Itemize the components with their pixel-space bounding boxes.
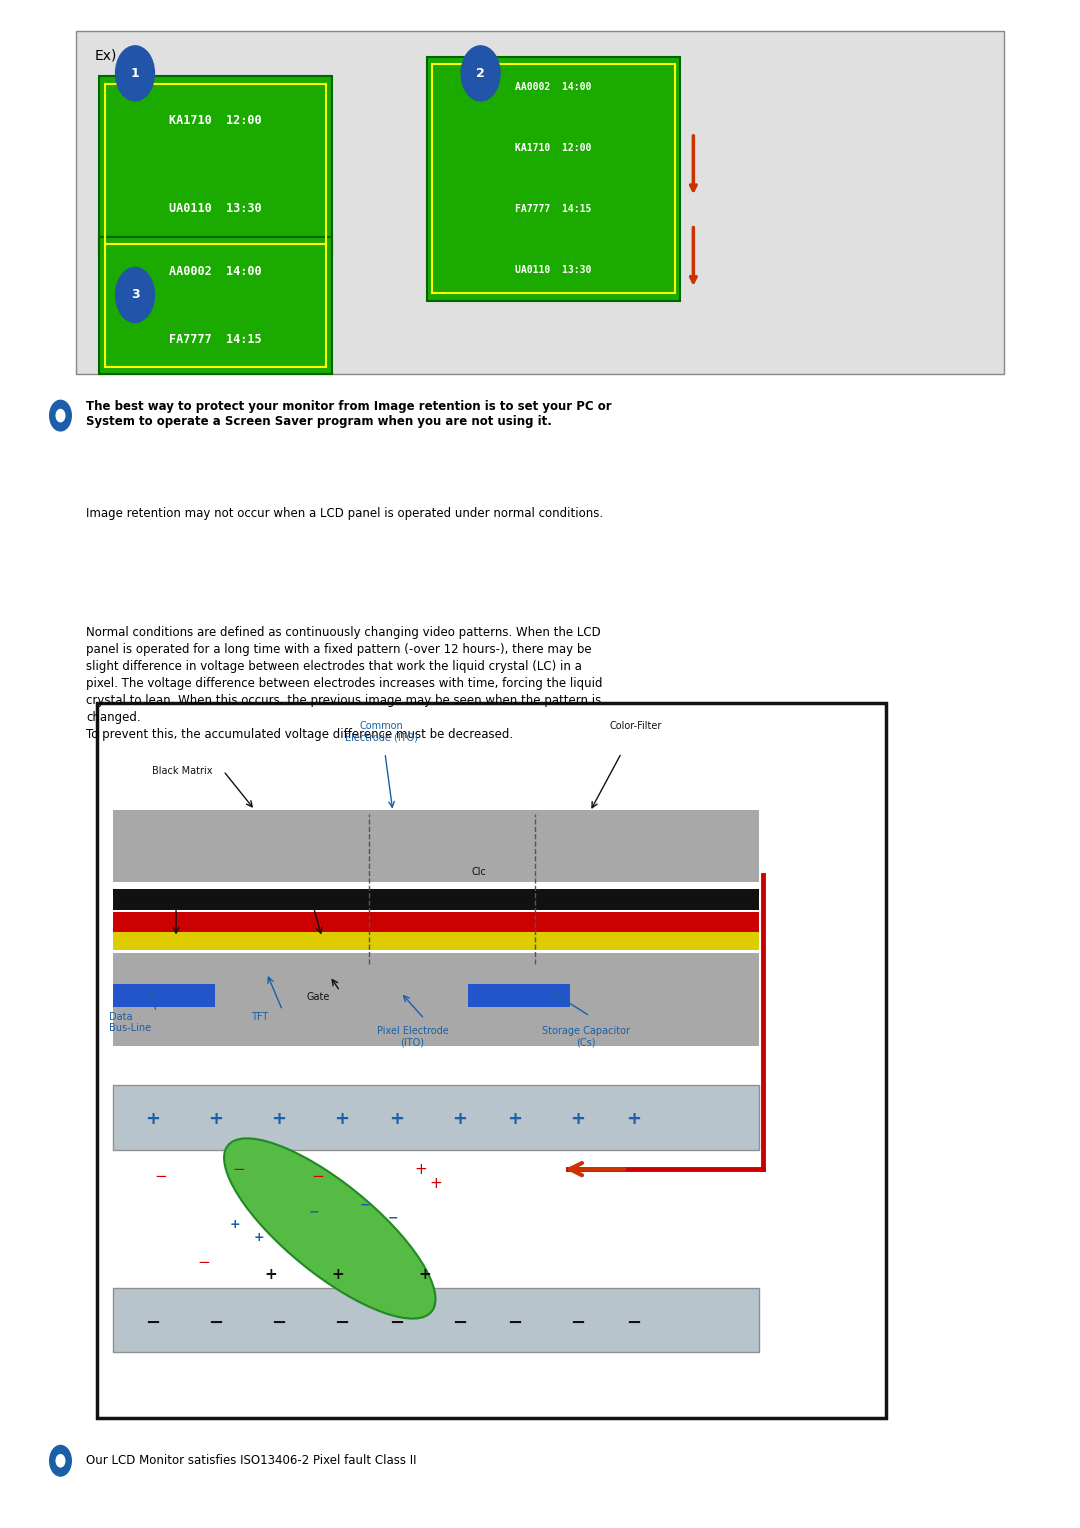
Text: +: + (453, 1109, 468, 1128)
Circle shape (50, 1445, 71, 1476)
Text: The best way to protect your monitor from Image retention is to set your PC or
S: The best way to protect your monitor fro… (86, 400, 612, 428)
Circle shape (56, 1455, 65, 1467)
Text: Storage Capacitor
(Cs): Storage Capacitor (Cs) (542, 1027, 630, 1048)
Bar (113, 932, 759, 949)
Text: UA0110  13:30: UA0110 13:30 (515, 266, 592, 275)
Bar (105, 84, 326, 244)
Text: +: + (570, 1109, 585, 1128)
Text: Drain: Drain (267, 889, 294, 898)
Text: Common
Electrode (ITO): Common Electrode (ITO) (345, 721, 418, 743)
Text: −: − (508, 1314, 523, 1332)
Text: FA7777  14:15: FA7777 14:15 (170, 333, 261, 347)
Text: AA0002  14:00: AA0002 14:00 (170, 264, 261, 278)
Text: +: + (418, 1267, 431, 1282)
Text: 3: 3 (131, 289, 139, 301)
Text: −: − (153, 1169, 166, 1184)
Text: −: − (309, 1206, 320, 1218)
Text: Gate: Gate (306, 993, 329, 1002)
Text: −: − (625, 1314, 640, 1332)
Circle shape (56, 410, 65, 422)
Text: −: − (570, 1314, 585, 1332)
Text: +: + (230, 1218, 241, 1232)
Text: +: + (265, 1267, 278, 1282)
Text: −: − (388, 1212, 399, 1224)
Text: −: − (453, 1314, 468, 1332)
Bar (113, 1288, 759, 1352)
Text: −: − (198, 1254, 210, 1270)
Text: TFT: TFT (251, 1012, 268, 1022)
Text: +: + (430, 1177, 443, 1190)
Text: +: + (271, 1109, 286, 1128)
Text: +: + (414, 1161, 427, 1177)
Text: Source: Source (129, 889, 162, 898)
Text: −: − (145, 1314, 160, 1332)
Circle shape (50, 400, 71, 431)
Text: −: − (311, 1169, 324, 1184)
Bar (99, 76, 332, 252)
Text: +: + (508, 1109, 523, 1128)
Text: KA1710  12:00: KA1710 12:00 (515, 144, 592, 153)
Text: +: + (145, 1109, 160, 1128)
Text: Black Matrix: Black Matrix (152, 766, 213, 776)
Ellipse shape (224, 1138, 435, 1319)
Text: Data
Bus-Line: Data Bus-Line (109, 1012, 151, 1033)
Bar (427, 57, 680, 301)
Text: −: − (360, 1198, 370, 1212)
Bar (76, 31, 1004, 374)
Bar (113, 953, 759, 1047)
Circle shape (461, 46, 500, 101)
Text: +: + (208, 1109, 222, 1128)
Text: 1: 1 (131, 67, 139, 79)
Bar (113, 912, 759, 932)
Bar (105, 244, 326, 367)
Bar (99, 237, 332, 374)
Text: −: − (207, 1314, 224, 1332)
Text: −: − (389, 1314, 404, 1332)
Text: +: + (254, 1232, 265, 1244)
Text: Pixel Electrode
(ITO): Pixel Electrode (ITO) (377, 1027, 448, 1048)
Text: +: + (332, 1267, 345, 1282)
Text: −: − (232, 1163, 245, 1178)
Text: −: − (334, 1314, 349, 1332)
Text: Color-Filter: Color-Filter (609, 721, 662, 730)
Text: UA0110  13:30: UA0110 13:30 (170, 202, 261, 215)
Bar (113, 1085, 759, 1149)
Bar (97, 703, 886, 1418)
Text: Image retention may not occur when a LCD panel is operated under normal conditio: Image retention may not occur when a LCD… (86, 507, 604, 521)
Text: +: + (389, 1109, 404, 1128)
Text: Our LCD Monitor satisfies ISO13406-2 Pixel fault Class II: Our LCD Monitor satisfies ISO13406-2 Pix… (86, 1455, 417, 1467)
Bar (432, 64, 675, 293)
Text: −: − (271, 1314, 286, 1332)
Text: Normal conditions are defined as continuously changing video patterns. When the : Normal conditions are defined as continu… (86, 626, 603, 741)
Circle shape (116, 267, 154, 322)
Bar (468, 984, 570, 1007)
Text: FA7777  14:15: FA7777 14:15 (515, 205, 592, 214)
Text: Clc: Clc (472, 868, 487, 877)
Text: AA0002  14:00: AA0002 14:00 (515, 83, 592, 92)
Bar (113, 984, 216, 1007)
Text: +: + (334, 1109, 349, 1128)
Text: Ex): Ex) (95, 49, 118, 63)
Circle shape (116, 46, 154, 101)
Text: +: + (625, 1109, 640, 1128)
Text: 2: 2 (476, 67, 485, 79)
Bar (113, 810, 759, 882)
Bar (113, 889, 759, 911)
Text: KA1710  12:00: KA1710 12:00 (170, 113, 261, 127)
